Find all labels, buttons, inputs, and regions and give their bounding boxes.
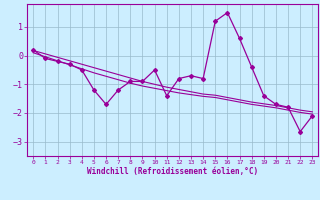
X-axis label: Windchill (Refroidissement éolien,°C): Windchill (Refroidissement éolien,°C) [87, 167, 258, 176]
